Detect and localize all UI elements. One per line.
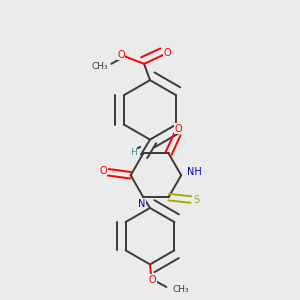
Text: O: O [148,274,156,285]
Text: O: O [99,166,107,176]
Text: O: O [163,47,171,58]
Text: H: H [130,148,137,157]
Text: CH₃: CH₃ [173,285,190,294]
Text: O: O [174,124,182,134]
Text: S: S [193,195,199,205]
Text: O: O [117,50,125,60]
Text: N: N [138,199,146,209]
Text: CH₃: CH₃ [91,62,108,71]
Text: NH: NH [187,167,202,177]
